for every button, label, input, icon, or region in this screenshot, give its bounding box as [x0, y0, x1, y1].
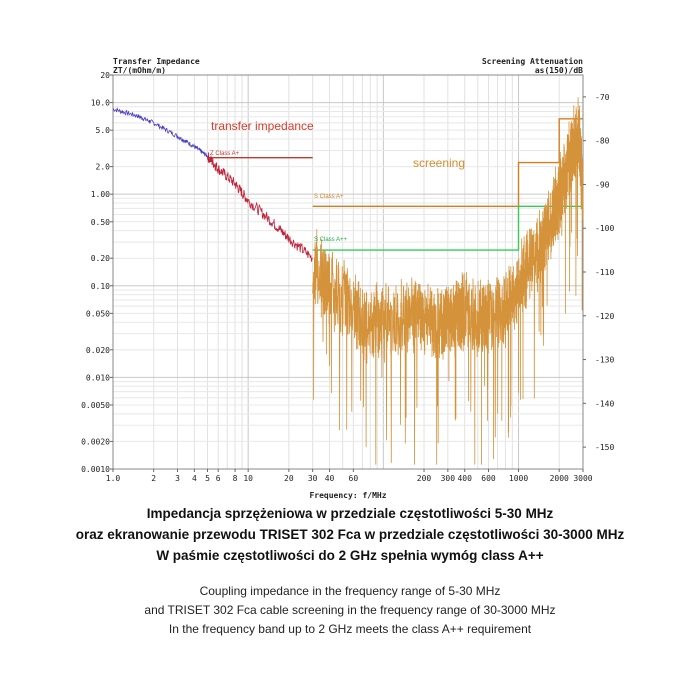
x-tick-label: 40 [325, 474, 335, 483]
right-tick-label: -80 [595, 137, 610, 146]
left-axis-ticks: 20 10.0 5.0 2.0 1.00 0.50 0.20 0.10 0.050 0.020 0.… [81, 71, 113, 474]
x-tick-label: 1000 [509, 474, 528, 483]
right-tick-label: -120 [595, 312, 614, 321]
left-tick-label: 0.0050 [81, 401, 110, 410]
x-tick-label: 300 [441, 474, 456, 483]
left-tick-label: 0.010 [86, 373, 110, 382]
left-axis-title: Transfer Impedance [113, 57, 200, 66]
x-tick-label: 30 [308, 474, 318, 483]
x-tick-label: 6 [216, 474, 221, 483]
x-tick-label: 3 [175, 474, 180, 483]
x-tick-label: 2000 [550, 474, 569, 483]
right-tick-label: -150 [595, 443, 614, 452]
left-tick-label: 1.00 [91, 190, 110, 199]
left-tick-label: 0.20 [91, 254, 110, 263]
x-tick-label: 200 [417, 474, 432, 483]
caption-en-line1: Coupling impedance in the frequency rang… [199, 584, 501, 598]
x-tick-label: 8 [233, 474, 238, 483]
left-tick-label: 0.050 [86, 309, 110, 318]
caption-pl-line3: W paśmie częstotliwości do 2 GHz spełnia… [156, 548, 544, 563]
caption-pl-line2: oraz ekranowanie przewodu TRISET 302 Fca… [75, 527, 625, 542]
limit-line [312, 118, 583, 208]
x-tick-label: 20 [284, 474, 294, 483]
x-tick-label: 600 [481, 474, 496, 483]
x-axis-ticks: 1.0 2 3 4 5 6 8 10 20 30 40 60 200 300 400 600 1000 2000 3… [106, 469, 593, 483]
left-axis-unit: ZT/(mOhm/m) [113, 66, 166, 75]
s-class-a-plus-label: S Class A+ [314, 194, 344, 200]
series-line [207, 152, 313, 262]
x-tick-label: 400 [457, 474, 472, 483]
left-tick-label: 0.10 [91, 282, 110, 291]
left-tick-label: 20 [100, 71, 110, 80]
left-tick-label: 0.50 [91, 218, 110, 227]
series-line [312, 97, 584, 465]
impedance-screening-chart: 20 10.0 5.0 2.0 1.00 0.50 0.20 0.10 0.050 0.020 0.… [81, 56, 614, 500]
x-tick-label: 4 [192, 474, 197, 483]
left-tick-label: 2.0 [96, 163, 111, 172]
right-tick-label: -130 [595, 356, 614, 365]
left-tick-label: 0.0010 [81, 465, 110, 474]
right-axis-title: Screening Attenuation [482, 56, 583, 66]
x-tick-label: 60 [349, 474, 359, 483]
data-series [112, 97, 584, 465]
right-tick-label: -70 [595, 93, 610, 102]
left-tick-label: 5.0 [96, 126, 111, 135]
x-tick-label: 1.0 [106, 474, 121, 483]
caption-en-line2: and TRISET 302 Fca cable screening in th… [144, 603, 556, 617]
caption-en-line3: In the frequency band up to 2 GHz meets … [168, 622, 532, 636]
right-tick-label: -140 [595, 399, 614, 408]
right-tick-label: -110 [595, 268, 614, 277]
right-tick-label: -100 [595, 224, 614, 233]
right-tick-label: -90 [595, 180, 610, 189]
x-axis-title: Frequency: f/MHz [309, 491, 386, 500]
screening-label: screening [413, 156, 465, 170]
left-tick-label: 10.0 [91, 99, 110, 108]
right-axis-ticks: -70 -80 -90 -100 -110 -120 -130 -140 -150 [583, 93, 614, 452]
caption-pl-line1: Impedancja sprzężeniowa w przedziale czę… [146, 506, 554, 521]
x-tick-label: 2 [151, 474, 156, 483]
left-tick-label: 0.020 [86, 346, 110, 355]
series-line [112, 107, 208, 158]
x-tick-label: 3000 [573, 474, 592, 483]
left-tick-label: 0.0020 [81, 437, 110, 446]
x-tick-label: 10 [243, 474, 253, 483]
z-class-label: Z Class A+ [210, 151, 240, 157]
right-axis-unit: as(150)/dB [535, 66, 583, 75]
transfer-impedance-label: transfer impedance [211, 119, 314, 133]
x-tick-label: 5 [205, 474, 210, 483]
s-class-a-plus-plus-label: S Class A++ [314, 237, 348, 243]
